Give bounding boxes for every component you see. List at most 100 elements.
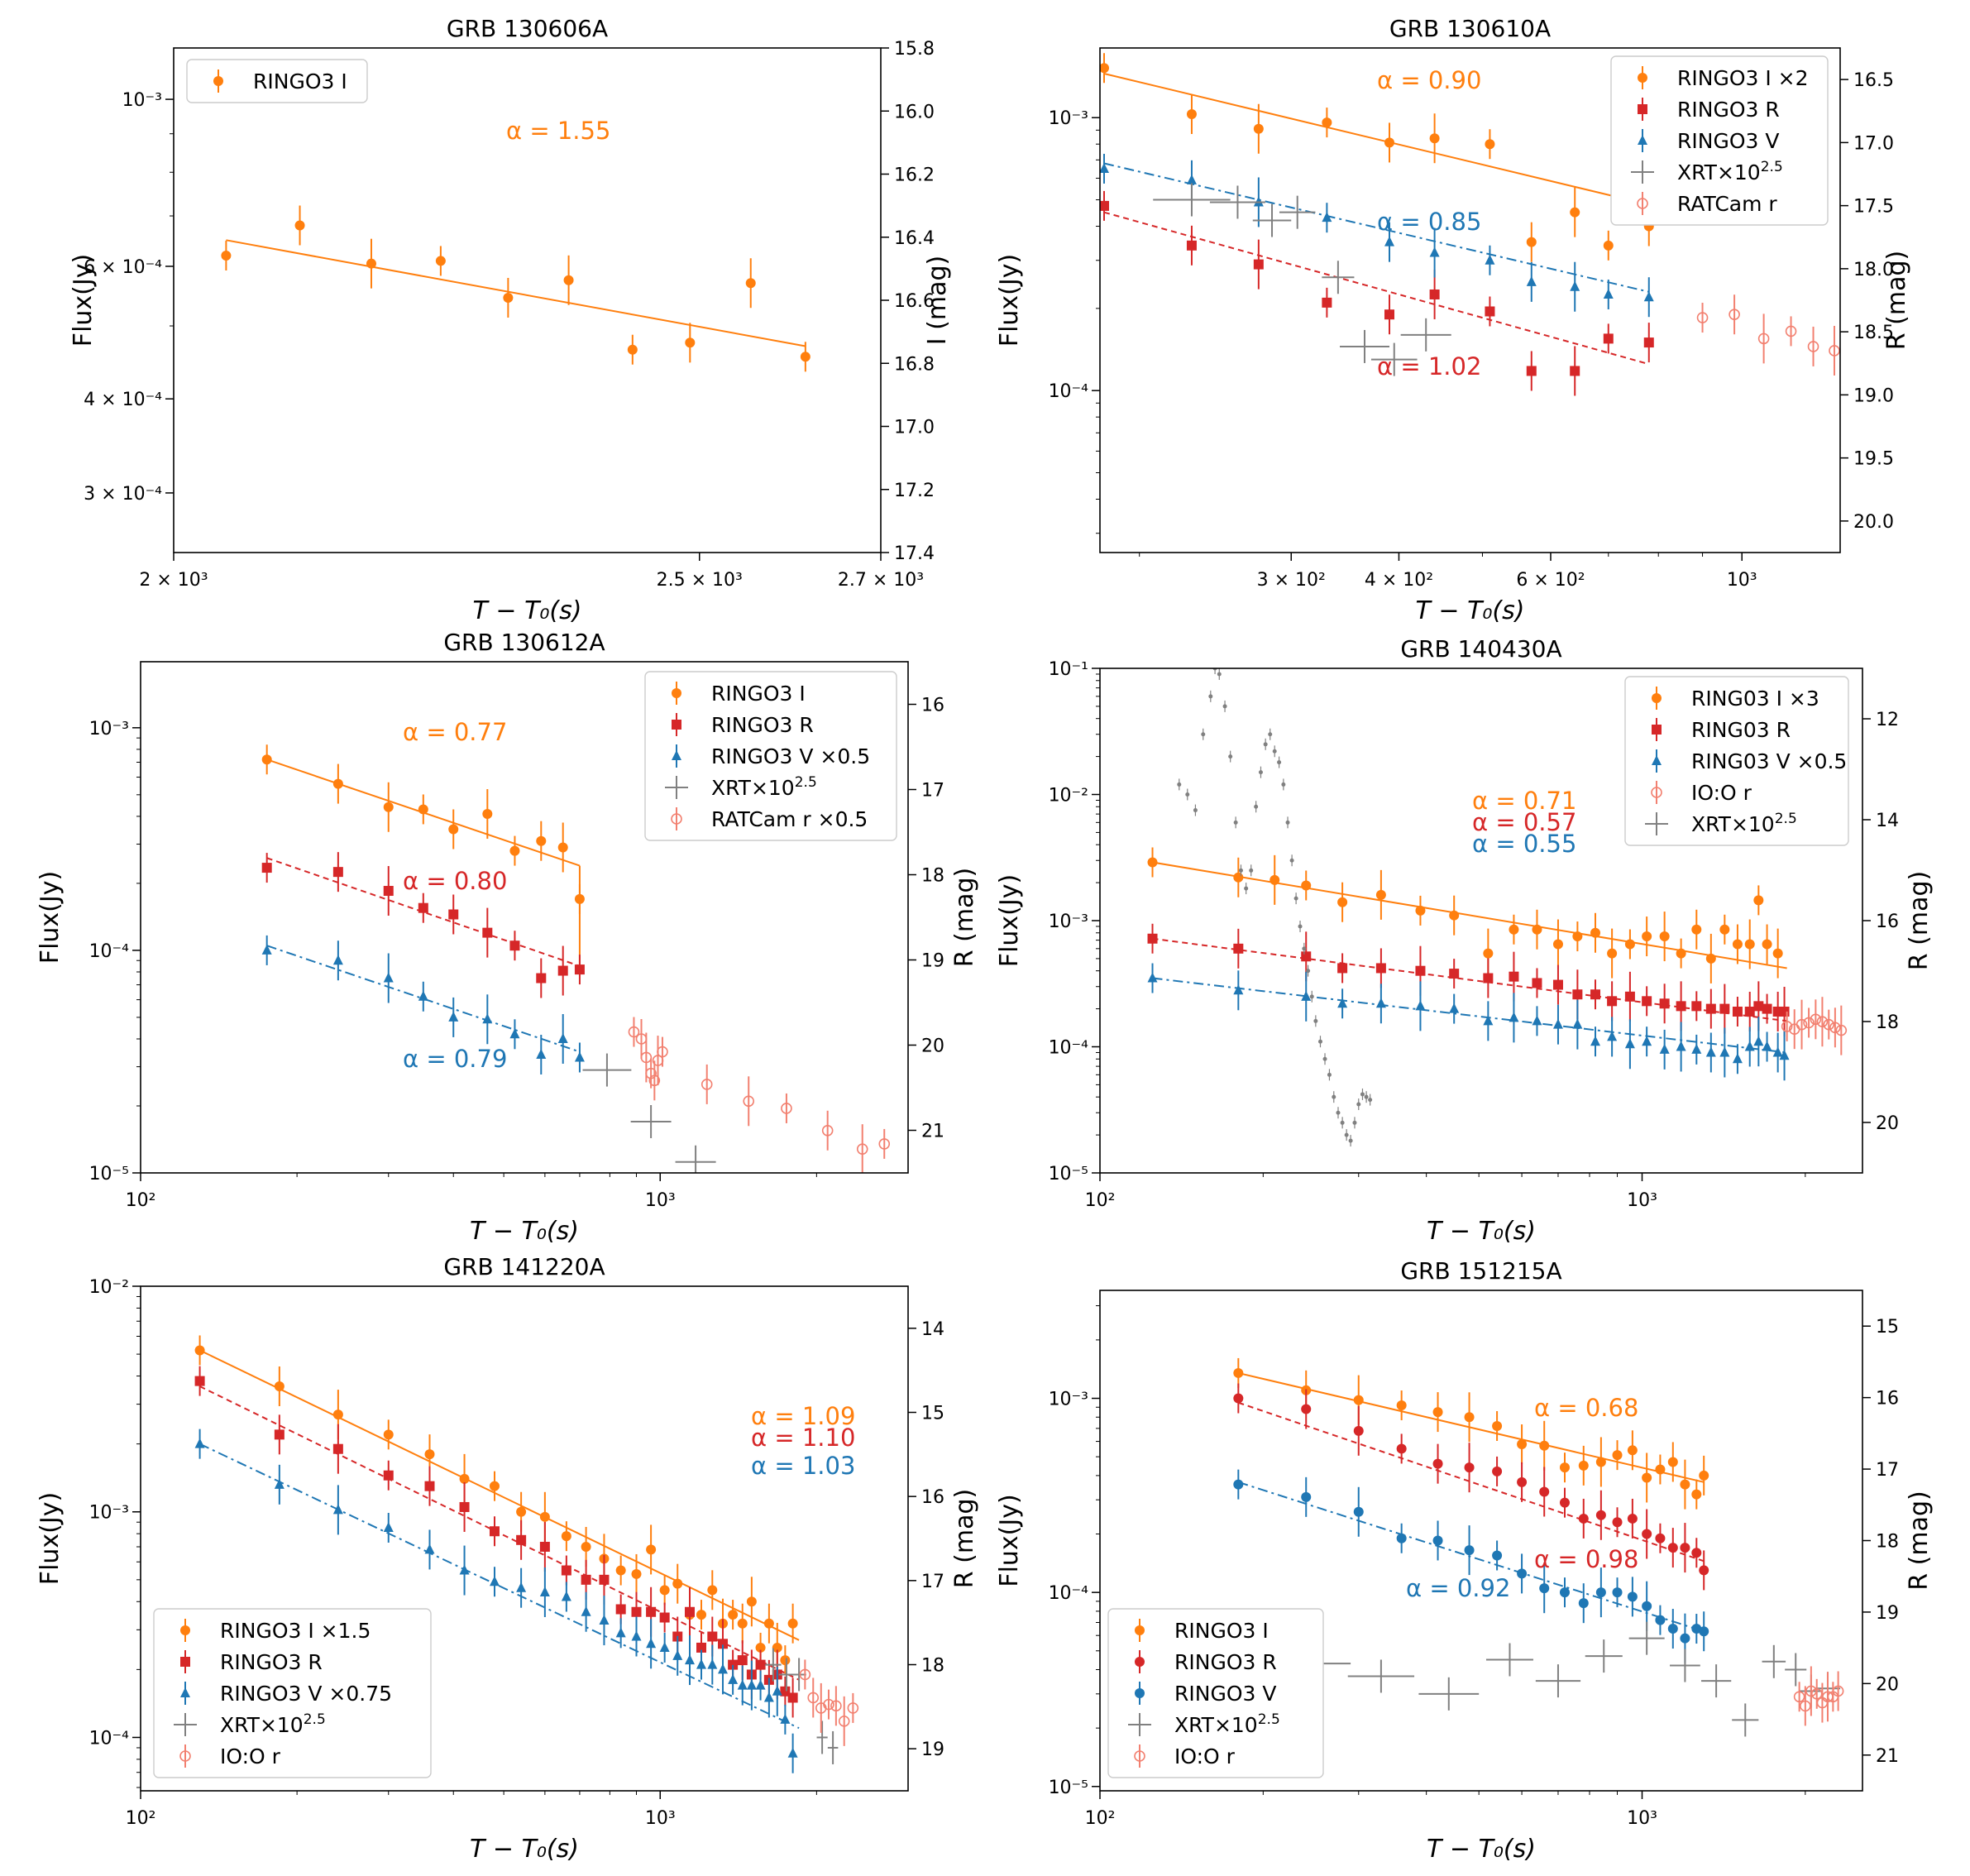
y-tick-label: 10⁻⁵: [1049, 1778, 1088, 1798]
data-point: [418, 804, 428, 815]
data-point: [1217, 672, 1222, 677]
data-point: [536, 973, 547, 983]
data-point: [1483, 973, 1494, 983]
series-xrt: [582, 1053, 716, 1173]
data-point: [1816, 1016, 1829, 1028]
data-point: [1322, 297, 1332, 308]
data-point: [1572, 1018, 1583, 1029]
alpha-label: α = 0.80: [403, 867, 507, 895]
data-point: [1829, 1022, 1841, 1034]
data-point: [516, 1534, 527, 1545]
legend-label: RINGO3 R: [220, 1650, 323, 1674]
legend-marker: [672, 720, 681, 730]
data-point: [1753, 1036, 1764, 1046]
data-point: [1643, 337, 1654, 348]
data-point: [1667, 1543, 1678, 1553]
data-point: [1233, 1393, 1244, 1404]
data-point: [561, 1591, 571, 1601]
data-point: [1222, 704, 1227, 709]
chart-panel: GRB 130612A 10² 10³ 10⁻³ 10⁻⁴ 10⁻⁵ 16 17 18 19 20 2…: [36, 629, 979, 1246]
data-point: [1691, 1548, 1702, 1558]
y-axis-label: Flux(Jy): [995, 874, 1024, 967]
legend-label: XRT×102.5: [1174, 1711, 1280, 1737]
legend-label: XRT×102.5: [711, 774, 817, 800]
data-point: [1793, 1691, 1805, 1703]
y-tick-label: 10⁻²: [1049, 786, 1088, 806]
data-point: [1193, 808, 1198, 813]
data-point: [1744, 1041, 1755, 1051]
data-point: [1539, 1440, 1550, 1451]
fit-line: [1152, 977, 1787, 1054]
data-point: [1313, 1018, 1318, 1023]
data-point: [1298, 924, 1303, 929]
chart-panel: GRB 130610A 3 × 10² 4 × 10² 6 × 10² 10³ 10⁻³ 1…: [995, 15, 1911, 625]
data-point: [659, 1612, 670, 1623]
fit-line: [1103, 211, 1650, 366]
data-point: [1680, 1633, 1690, 1644]
y2-tick-label: 18: [1876, 1012, 1899, 1033]
data-point: [763, 1692, 774, 1702]
x-axis-label: T − T₀(s): [470, 1217, 579, 1246]
legend: RINGO3 I: [186, 59, 368, 103]
legend-label: RINGO3 I ×2: [1677, 66, 1809, 90]
data-point: [1772, 948, 1783, 959]
alpha-label: α = 0.55: [1472, 830, 1576, 858]
y-axis-label: Flux(Jy): [995, 254, 1024, 347]
alpha-label: α = 1.03: [751, 1452, 855, 1480]
data-point: [1100, 63, 1110, 74]
y2-tick-label: 18.0: [1853, 260, 1894, 280]
data-point: [1823, 1018, 1835, 1031]
data-point: [1572, 931, 1583, 942]
alpha-label: α = 0.79: [403, 1045, 507, 1073]
series-r: [1233, 1383, 1709, 1591]
data-point: [672, 1578, 683, 1589]
data-point: [1277, 760, 1282, 765]
data-point: [332, 1504, 343, 1515]
data-point: [807, 1692, 820, 1704]
data-point: [581, 1606, 591, 1616]
data-point: [1781, 1021, 1793, 1032]
data-point: [1396, 1400, 1407, 1411]
data-point: [628, 1026, 640, 1038]
data-point: [1552, 1018, 1563, 1029]
data-point: [1624, 939, 1635, 950]
y2-tick-label: 19: [1876, 1603, 1899, 1624]
data-point: [539, 1541, 550, 1552]
data-point: [1539, 1486, 1550, 1497]
data-point: [685, 337, 696, 348]
data-point: [1785, 325, 1797, 337]
data-point: [424, 1543, 435, 1554]
legend-box: [644, 671, 897, 841]
data-point: [1485, 139, 1495, 150]
data-point: [745, 278, 756, 289]
data-point: [1526, 237, 1537, 247]
data-point: [728, 1673, 739, 1684]
data-point: [823, 1698, 834, 1711]
data-point: [787, 1618, 798, 1629]
alpha-label: α = 1.10: [751, 1424, 855, 1452]
legend-marker: [1651, 787, 1662, 798]
data-point: [383, 1521, 394, 1532]
data-point: [1249, 868, 1254, 873]
data-point: [1332, 1094, 1336, 1099]
y-axis-label: Flux(Jy): [995, 1494, 1024, 1586]
data-point: [1301, 951, 1312, 962]
data-point: [1177, 782, 1182, 787]
fit-line: [1238, 1371, 1705, 1483]
data-point: [1744, 1006, 1755, 1017]
data-point: [707, 1658, 718, 1669]
data-point: [1691, 924, 1702, 935]
data-point: [1578, 1460, 1589, 1471]
legend-label: RINGO3 V ×0.75: [220, 1682, 392, 1706]
data-point: [1699, 1565, 1709, 1576]
data-point: [459, 1564, 470, 1575]
legend-marker: [672, 750, 681, 760]
data-point: [1353, 1506, 1364, 1517]
chart-title: GRB 141220A: [443, 1253, 605, 1280]
legend-label: RATCam r ×0.5: [711, 807, 868, 831]
data-point: [1301, 990, 1312, 1001]
alpha-label: α = 0.71: [1472, 787, 1576, 815]
data-point: [1517, 1568, 1528, 1579]
data-point: [1732, 1053, 1743, 1064]
series-v: [1233, 1469, 1709, 1663]
